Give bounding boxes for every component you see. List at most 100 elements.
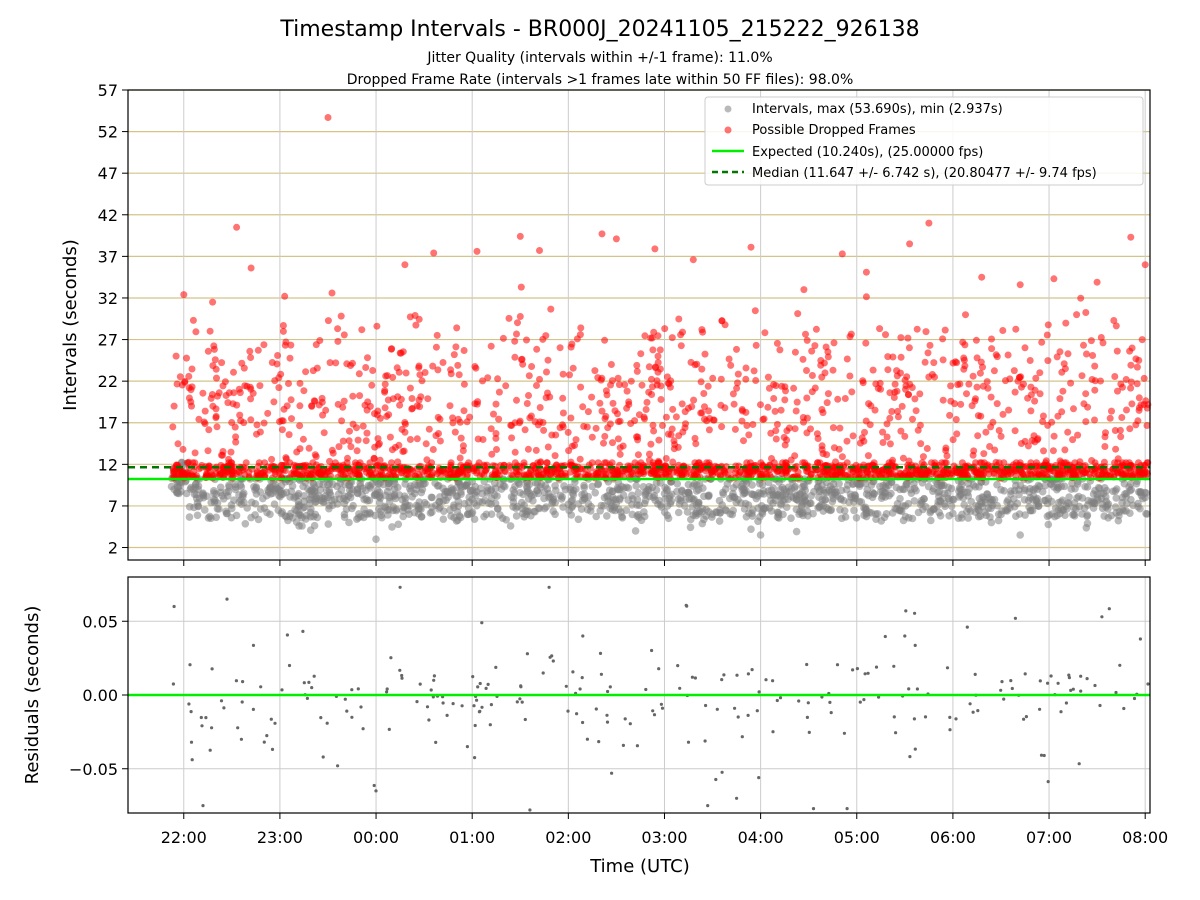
dropped-frame-point bbox=[247, 354, 255, 361]
dropped-frame-point bbox=[433, 331, 441, 339]
intervals-y-tick-label: 57 bbox=[98, 81, 118, 100]
residual-point bbox=[239, 737, 243, 741]
dropped-frame-point bbox=[604, 424, 612, 432]
dropped-frame-point bbox=[278, 461, 286, 469]
dropped-frame-point bbox=[614, 435, 622, 443]
dropped-frame-point bbox=[654, 352, 662, 360]
interval-point bbox=[212, 490, 220, 498]
dropped-frame-point bbox=[923, 445, 931, 452]
interval-point bbox=[941, 502, 949, 511]
residual-point bbox=[429, 688, 433, 692]
dropped-frame-point bbox=[296, 402, 304, 410]
dropped-frame-point bbox=[638, 381, 646, 389]
residual-point bbox=[907, 687, 911, 691]
dropped-frame-point bbox=[532, 446, 540, 454]
dropped-frame-point bbox=[1069, 436, 1077, 444]
residual-point bbox=[302, 681, 306, 685]
interval-point bbox=[345, 486, 354, 494]
residual-point bbox=[862, 698, 866, 702]
dropped-frame-point bbox=[773, 420, 781, 428]
dropped-frame-point bbox=[645, 388, 653, 396]
dropped-frame-point bbox=[877, 385, 885, 393]
dropped-frame-point bbox=[371, 469, 379, 477]
dropped-frame-point bbox=[886, 414, 894, 422]
dropped-frame-point bbox=[823, 471, 831, 479]
dropped-frame-point bbox=[413, 435, 421, 443]
residuals-y-tick-label: 0.05 bbox=[82, 612, 118, 631]
dropped-frame-point bbox=[942, 444, 950, 452]
dropped-frame-point bbox=[643, 398, 651, 406]
residual-point bbox=[188, 663, 192, 667]
residual-point bbox=[204, 716, 208, 720]
dropped-frame-point bbox=[516, 232, 524, 240]
dropped-frame-point bbox=[601, 336, 609, 344]
dropped-frame-point bbox=[692, 440, 700, 448]
residual-point bbox=[599, 672, 604, 676]
residual-point bbox=[441, 701, 445, 705]
residual-point bbox=[210, 667, 214, 671]
interval-point bbox=[1083, 483, 1092, 491]
dropped-frame-point bbox=[1036, 390, 1044, 398]
interval-point bbox=[288, 482, 297, 490]
dropped-frame-point bbox=[783, 471, 791, 479]
dropped-frame-point bbox=[904, 334, 912, 342]
interval-point bbox=[400, 502, 409, 511]
dropped-frame-point bbox=[807, 471, 815, 479]
dropped-frame-point bbox=[1046, 467, 1054, 475]
dropped-frame-point bbox=[733, 384, 741, 392]
x-tick-label: 08:00 bbox=[1122, 828, 1168, 847]
dropped-frame-point bbox=[1082, 418, 1090, 426]
dropped-frame-point bbox=[401, 261, 409, 269]
residual-point bbox=[359, 705, 363, 709]
dropped-frame-point bbox=[189, 459, 197, 467]
residuals-y-axis-label: Residuals (seconds) bbox=[22, 606, 43, 785]
dropped-frame-point bbox=[212, 365, 220, 373]
dropped-frame-point bbox=[559, 370, 567, 378]
interval-point bbox=[534, 489, 543, 498]
residual-point bbox=[270, 747, 275, 752]
dropped-frame-point bbox=[268, 359, 276, 366]
interval-point bbox=[390, 485, 399, 493]
dropped-frame-point bbox=[183, 354, 190, 362]
interval-point bbox=[399, 512, 408, 521]
interval-point bbox=[787, 514, 795, 522]
dropped-frame-point bbox=[339, 437, 347, 445]
interval-point bbox=[295, 522, 303, 530]
dropped-frame-point bbox=[232, 438, 240, 446]
dropped-frame-point bbox=[821, 369, 829, 377]
dropped-frame-point bbox=[995, 427, 1003, 434]
chart-subtitle-dropped: Dropped Frame Rate (intervals >1 frames … bbox=[347, 72, 854, 88]
interval-point bbox=[867, 509, 876, 517]
dropped-frame-point bbox=[358, 326, 366, 334]
dropped-frame-point bbox=[888, 408, 896, 415]
dropped-frame-point bbox=[667, 431, 675, 439]
dropped-frame-point bbox=[621, 467, 629, 475]
dropped-frame-point bbox=[173, 380, 181, 388]
dropped-frame-point bbox=[364, 398, 372, 406]
dropped-frame-point bbox=[1104, 468, 1112, 475]
interval-point bbox=[910, 497, 919, 505]
residual-point bbox=[385, 690, 389, 694]
residual-point bbox=[659, 702, 664, 706]
interval-point bbox=[855, 482, 864, 491]
interval-point bbox=[949, 495, 958, 504]
dropped-frame-point bbox=[656, 365, 664, 373]
interval-point bbox=[785, 487, 794, 496]
dropped-frame-point bbox=[499, 334, 507, 342]
residual-point bbox=[635, 744, 640, 748]
dropped-frame-point bbox=[523, 400, 531, 407]
dropped-frame-point bbox=[568, 442, 576, 450]
residual-point bbox=[594, 707, 598, 711]
residual-point bbox=[736, 715, 740, 719]
interval-point bbox=[632, 482, 640, 490]
residual-point bbox=[606, 689, 610, 694]
dropped-frame-point bbox=[287, 396, 295, 404]
residual-point bbox=[757, 776, 761, 780]
dropped-frame-point bbox=[264, 409, 272, 417]
interval-point bbox=[569, 491, 578, 499]
residual-point bbox=[1085, 677, 1089, 681]
interval-point bbox=[419, 480, 428, 488]
dropped-frame-point bbox=[772, 435, 780, 443]
dropped-frame-point bbox=[1097, 377, 1104, 385]
dropped-frame-point bbox=[488, 450, 496, 458]
